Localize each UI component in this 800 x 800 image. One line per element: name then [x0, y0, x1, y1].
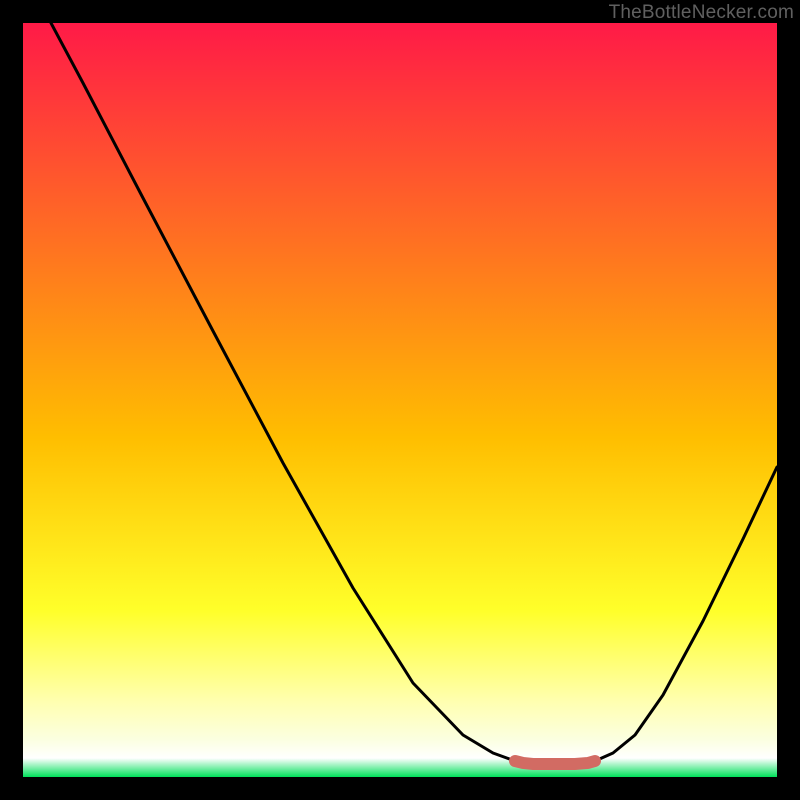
plot-area [23, 23, 777, 777]
watermark-text: TheBottleNecker.com [609, 2, 794, 24]
chart-frame: TheBottleNecker.com [0, 0, 800, 800]
bottleneck-chart-svg [23, 23, 777, 777]
optimal-zone-marker [515, 761, 595, 764]
